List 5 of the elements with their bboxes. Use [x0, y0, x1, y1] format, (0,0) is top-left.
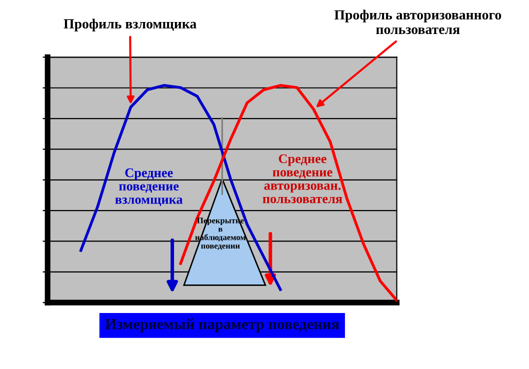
text: Профиль авторизованного пользователя — [334, 10, 502, 34]
annotation: Среднее поведение взломщика — [115, 168, 183, 206]
x-axis-title: Измеряемый параметр поведения — [105, 318, 340, 332]
text: Профиль взломщика — [64, 18, 196, 32]
annotation: Среднее поведение авторизован. пользователя — [262, 154, 342, 204]
